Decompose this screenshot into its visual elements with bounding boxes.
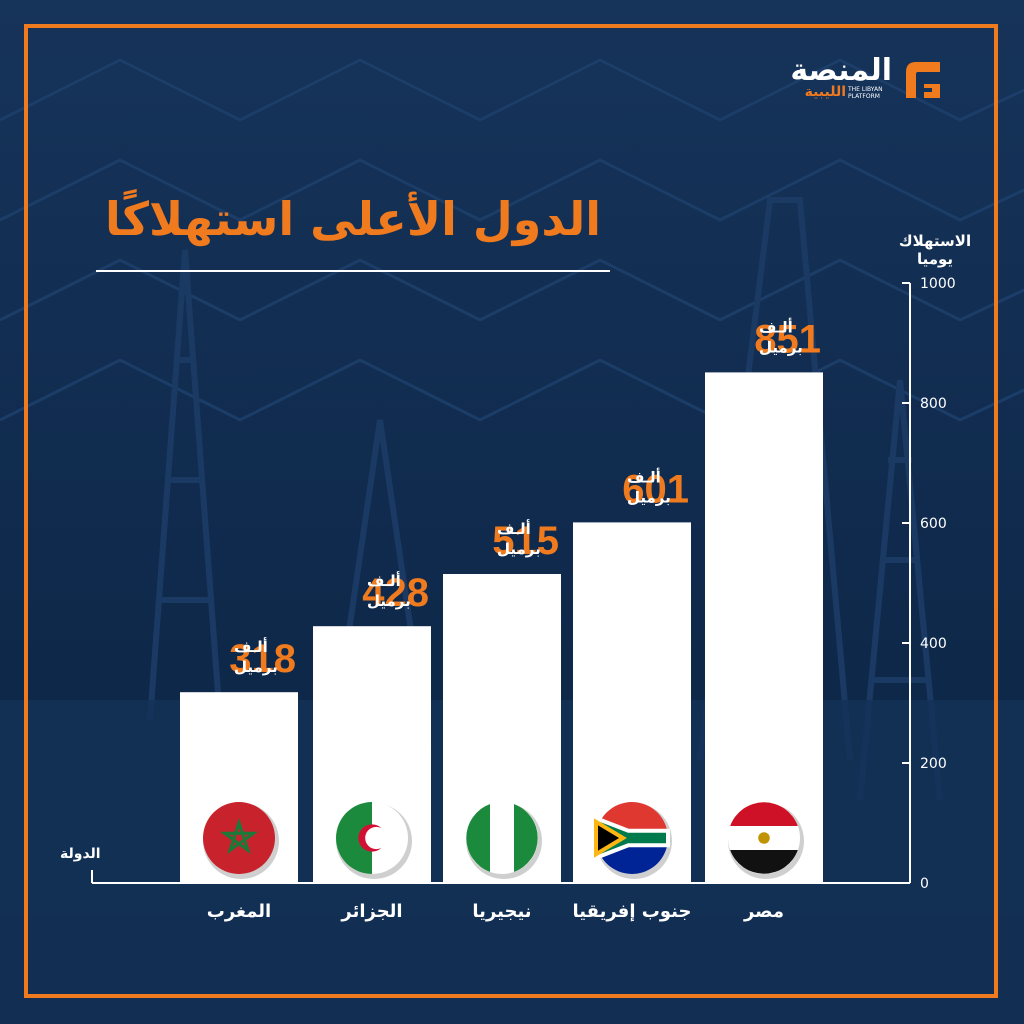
data-label-unit-bottom: برميل — [367, 592, 411, 610]
y-axis-label: الاستهلاك يوميا — [898, 232, 972, 268]
y-tick-label: 1000 — [920, 276, 956, 292]
category-label: مصر — [743, 901, 784, 922]
logo-main-text: المنصة — [790, 53, 892, 88]
logo-english-text: THE LIBYAN PLATFORM — [848, 86, 883, 100]
logo-mark-icon — [906, 62, 940, 98]
title-underline — [96, 270, 610, 272]
y-tick-label: 600 — [920, 516, 947, 532]
y-tick-label: 0 — [920, 876, 929, 892]
y-tick-label: 200 — [920, 756, 947, 772]
nigeria-flag-icon — [466, 802, 542, 879]
orange-frame — [24, 24, 998, 998]
data-label-unit-top: ألـف — [234, 637, 268, 656]
y-tick-label: 800 — [920, 396, 947, 412]
category-label: جنوب إفريقيا — [573, 901, 692, 922]
data-label-unit-top: ألـف — [759, 317, 793, 336]
logo-sub-text: الليبية — [804, 84, 846, 100]
data-label-unit-top: ألـف — [497, 519, 531, 538]
y-tick-label: 400 — [920, 636, 947, 652]
data-label-unit-bottom: برميل — [497, 540, 541, 558]
algeria-flag-icon — [336, 802, 412, 879]
category-label: الجزائر — [340, 901, 402, 922]
south-africa-flag-icon — [594, 802, 672, 879]
brand-logo: المنصة الليبية THE LIBYAN PLATFORM — [774, 54, 944, 106]
data-label-unit-top: ألـف — [627, 467, 661, 486]
data-label-unit-bottom: برميل — [759, 338, 803, 356]
data-label-unit-bottom: برميل — [234, 658, 278, 676]
morocco-flag-icon — [203, 802, 279, 879]
category-label: نيجيريا — [472, 901, 531, 922]
data-label-value: 428 — [362, 571, 429, 615]
egypt-flag-icon — [728, 802, 804, 879]
category-label: المغرب — [207, 901, 271, 922]
data-label-value: 318 — [229, 637, 296, 681]
data-label-unit-top: ألـف — [367, 571, 401, 590]
x-axis-label: الدولة — [60, 846, 101, 862]
data-label-value: 851 — [754, 317, 821, 361]
bar-5 — [705, 372, 823, 883]
page-title: الدول الأعلى استهلاكًا — [104, 192, 601, 246]
data-label-value: 515 — [492, 519, 559, 563]
data-label-unit-bottom: برميل — [627, 488, 671, 506]
data-label-value: 601 — [622, 467, 689, 511]
